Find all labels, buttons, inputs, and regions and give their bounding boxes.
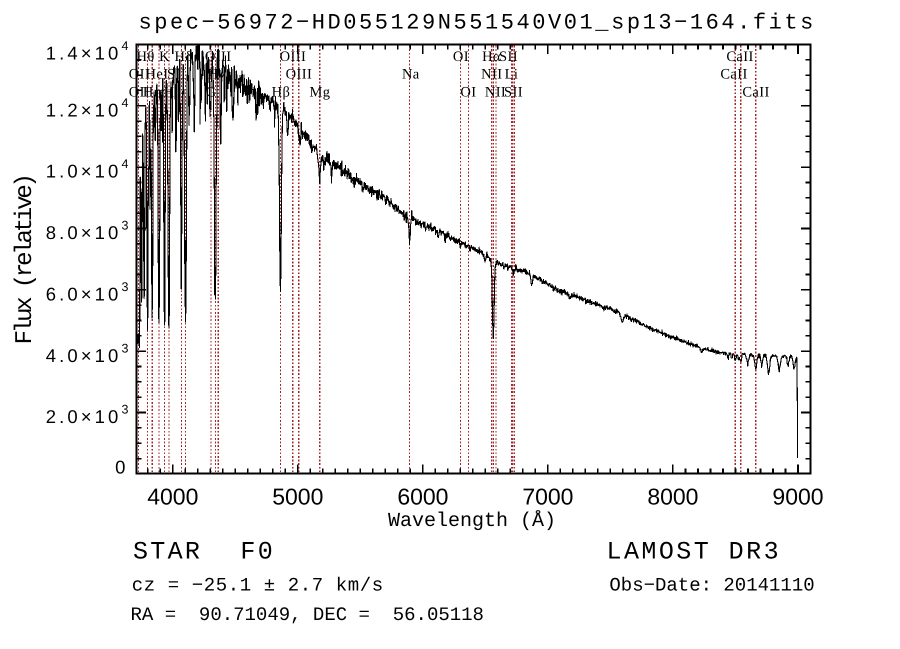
svg-text:OIII: OIII: [280, 49, 307, 65]
svg-text:4.0×103: 4.0×103: [46, 341, 132, 366]
svg-text:spec−56972−HD055129N551540V01_: spec−56972−HD055129N551540V01_sp13−164.f…: [139, 11, 816, 36]
svg-text:Hβ: Hβ: [272, 85, 291, 101]
svg-text:Hα: Hα: [482, 49, 501, 65]
svg-text:9000: 9000: [772, 484, 823, 510]
svg-text:8000: 8000: [647, 484, 698, 510]
svg-text:HeI: HeI: [146, 67, 169, 83]
svg-text:Hη: Hη: [143, 85, 162, 101]
svg-text:SII: SII: [504, 85, 523, 101]
svg-text:Wavelength (Å): Wavelength (Å): [388, 510, 556, 533]
svg-text:Na: Na: [402, 67, 420, 83]
svg-text:H: H: [164, 85, 175, 101]
svg-text:Flux (relative): Flux (relative): [12, 176, 39, 344]
svg-text:OIII: OIII: [286, 67, 313, 83]
svg-text:Mg: Mg: [310, 85, 331, 101]
svg-text:CaII: CaII: [720, 67, 747, 83]
svg-text:LAMOST DR3: LAMOST DR3: [607, 537, 782, 566]
svg-text:6.0×103: 6.0×103: [46, 280, 132, 305]
svg-text:K: K: [159, 49, 170, 65]
svg-text:0: 0: [115, 457, 128, 478]
svg-text:SII: SII: [499, 49, 518, 65]
svg-text:5000: 5000: [272, 484, 323, 510]
svg-text:6000: 6000: [397, 484, 448, 510]
svg-text:ε: ε: [159, 85, 166, 101]
svg-text:Hδ: Hδ: [174, 49, 192, 65]
svg-text:NII: NII: [481, 67, 502, 83]
svg-text:Hγ: Hγ: [208, 67, 226, 83]
svg-text:1.2×104: 1.2×104: [46, 96, 132, 121]
svg-text:7000: 7000: [522, 484, 573, 510]
svg-text:Hθ: Hθ: [137, 49, 155, 65]
svg-text:SII: SII: [167, 67, 186, 83]
svg-text:F0: F0: [240, 537, 275, 566]
svg-text:OI: OI: [460, 85, 476, 101]
svg-text:NII: NII: [485, 85, 506, 101]
svg-text:2.0×103: 2.0×103: [46, 403, 132, 428]
svg-text:STAR: STAR: [133, 537, 202, 566]
svg-text:1.0×104: 1.0×104: [46, 157, 132, 182]
svg-text:cz = −25.1 ± 2.7 km/s: cz = −25.1 ± 2.7 km/s: [132, 574, 384, 596]
svg-text:RA = 90.71049, DEC = 56.0511: RA = 90.71049, DEC = 56.05118: [131, 604, 484, 626]
svg-text:OI: OI: [453, 49, 469, 65]
svg-text:OII: OII: [129, 85, 150, 101]
svg-text:G: G: [206, 85, 217, 101]
svg-text:CaII: CaII: [742, 85, 769, 101]
svg-text:OII: OII: [129, 67, 150, 83]
svg-text:Obs−Date: 20141110: Obs−Date: 20141110: [609, 574, 814, 596]
svg-text:1.4×104: 1.4×104: [46, 39, 132, 64]
svg-text:4000: 4000: [147, 484, 198, 510]
svg-text:OIII: OIII: [205, 49, 232, 65]
svg-text:8.0×103: 8.0×103: [46, 219, 132, 244]
svg-text:Li: Li: [505, 67, 519, 83]
svg-text:CaII: CaII: [726, 49, 753, 65]
